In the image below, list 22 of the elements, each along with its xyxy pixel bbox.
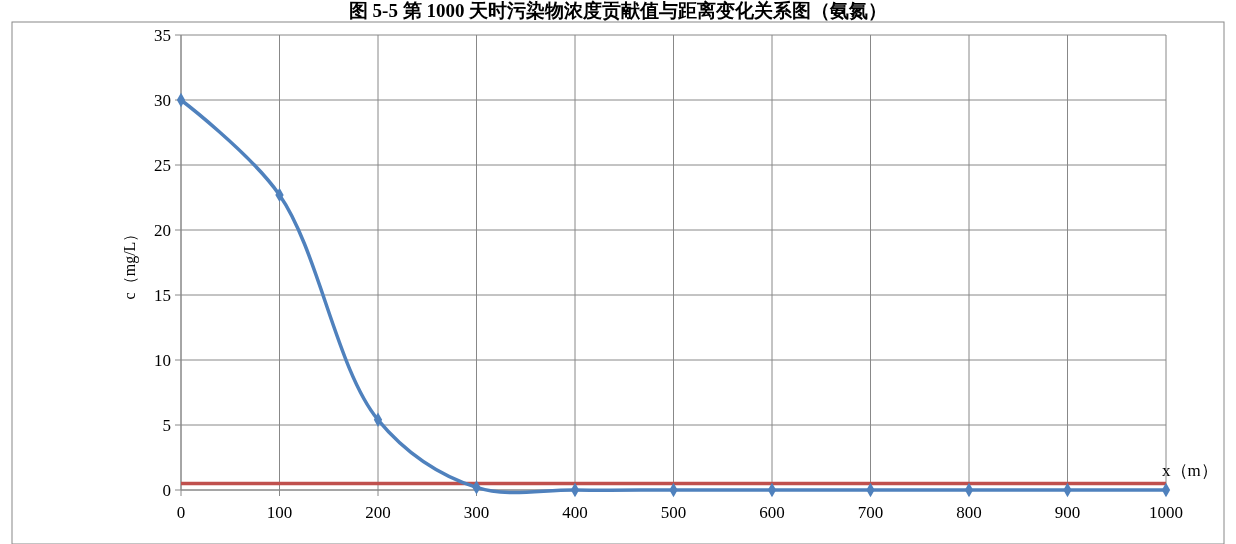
x-tick-label: 900 [1054, 503, 1081, 522]
y-tick-label: 5 [162, 415, 171, 435]
x-tick-label: 800 [956, 503, 982, 522]
y-tick-label: 20 [154, 220, 171, 240]
chart-title: 图 5-5 第 1000 天时污染物浓度贡献值与距离变化关系图（氨氮） [348, 0, 888, 21]
x-axis-title: x（m） [1162, 461, 1218, 480]
x-tick-label: 0 [176, 503, 186, 522]
y-axis-title: c（mg/L） [121, 225, 139, 300]
x-tick-label: 300 [463, 503, 490, 522]
y-tick-label: 35 [154, 25, 171, 45]
y-tick-label: 25 [154, 155, 171, 175]
x-tick-label: 600 [759, 503, 785, 522]
y-tick-label: 15 [154, 285, 171, 305]
x-tick-label: 200 [365, 503, 391, 522]
y-tick-label: 30 [154, 90, 171, 110]
x-tick-label: 1000 [1149, 503, 1183, 522]
y-tick-label: 10 [154, 350, 171, 370]
x-tick-label: 500 [660, 503, 687, 522]
x-tick-label: 700 [857, 503, 884, 522]
x-tick-label: 100 [266, 503, 293, 522]
y-tick-label: 0 [162, 480, 171, 500]
x-tick-label: 400 [562, 503, 588, 522]
